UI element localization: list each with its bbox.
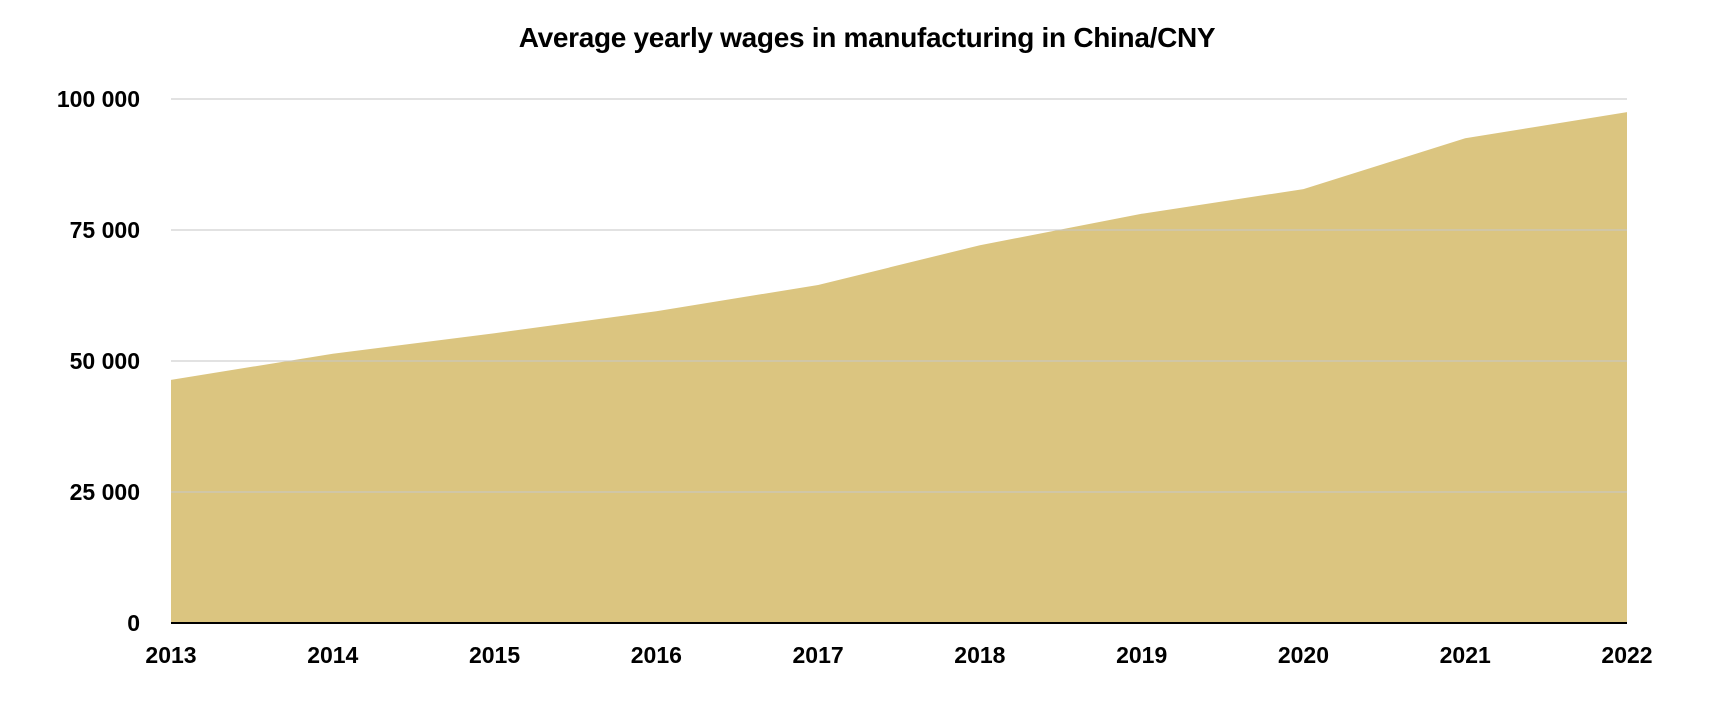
y-tick-label: 0 — [127, 610, 140, 636]
x-tick-label: 2017 — [793, 642, 844, 668]
chart-title: Average yearly wages in manufacturing in… — [518, 22, 1216, 53]
y-tick-label: 25 000 — [70, 479, 140, 505]
area-series — [171, 112, 1627, 623]
x-tick-label: 2021 — [1440, 642, 1491, 668]
x-tick-label: 2018 — [954, 642, 1005, 668]
y-tick-label: 75 000 — [70, 217, 140, 243]
x-tick-label: 2020 — [1278, 642, 1329, 668]
x-tick-label: 2013 — [145, 642, 196, 668]
x-tick-label: 2019 — [1116, 642, 1167, 668]
x-tick-label: 2014 — [307, 642, 358, 668]
y-tick-label: 50 000 — [70, 348, 140, 374]
x-tick-label: 2016 — [631, 642, 682, 668]
y-tick-label: 100 000 — [57, 86, 140, 112]
x-tick-label: 2015 — [469, 642, 520, 668]
x-tick-label: 2022 — [1601, 642, 1652, 668]
